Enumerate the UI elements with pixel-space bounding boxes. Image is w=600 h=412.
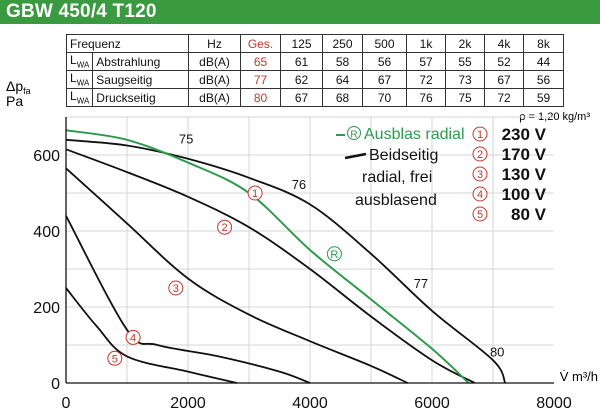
voltage-label: 170 V: [502, 145, 547, 164]
title-bar: GBW 450/4 T120: [0, 0, 600, 24]
curves: [65, 129, 507, 384]
row-value: 61: [280, 52, 323, 71]
curve-80-v: [65, 287, 238, 384]
row-name: Druckseitig: [92, 88, 189, 107]
curve-marker: [247, 185, 263, 201]
row-ges: 80: [240, 88, 281, 107]
curve-marker-label: 5: [112, 353, 118, 365]
row-value: 56: [523, 70, 564, 89]
curve-marker: [107, 350, 123, 366]
table-header-row: Frequenz Hz Ges. 125 250 500 1k 2k 4k 8k: [66, 34, 564, 53]
curve-marker: [217, 219, 233, 235]
x-tick-label: 6000: [414, 395, 450, 412]
y-tick-label: 600: [33, 148, 60, 165]
curve-marker: [326, 246, 342, 262]
isoline-label: 80: [490, 344, 504, 359]
voltage-marker: [472, 146, 488, 162]
row-value: 75: [445, 88, 485, 107]
x-tick-label: 8000: [536, 395, 572, 412]
row-value: 59: [523, 88, 564, 107]
curve-marker-label: 4: [130, 332, 136, 344]
legend-radial-symbol: [347, 126, 361, 140]
voltage-marker-label: 3: [477, 169, 483, 181]
curve-170-v: [65, 148, 476, 384]
legend: R Ausblas radial Beidseitig radial, frei…: [336, 126, 465, 209]
voltage-marker-label: 2: [477, 149, 483, 161]
row-value: 52: [484, 52, 524, 71]
legend-radial-symbol-text: R: [350, 130, 357, 141]
voltage-marker-label: 5: [477, 209, 483, 221]
x-tick-label: 2000: [170, 395, 206, 412]
curve-100-v: [65, 215, 311, 384]
curve-marker-label: 2: [222, 222, 228, 234]
row-name: Abstrahlung: [92, 52, 189, 71]
voltage-label: 80 V: [511, 205, 547, 224]
voltage-label: 130 V: [502, 165, 547, 184]
row-value: 72: [484, 88, 524, 107]
voltage-marker: [472, 166, 488, 182]
isoline-label: 77: [414, 276, 428, 291]
y-axis-unit: Pa: [6, 93, 23, 109]
curve-marker-label: 1: [252, 188, 258, 200]
voltage-label: 100 V: [502, 185, 547, 204]
voltage-legend: 1 230 V 2 170 V 3 130 V 4 100 V 5 80 V: [472, 125, 547, 224]
curve-marker: [168, 280, 184, 296]
x-tick-label: 4000: [292, 395, 328, 412]
voltage-marker-label: 4: [477, 189, 483, 201]
curve-130-v: [65, 167, 408, 384]
legend-radial-label: Ausblas radial: [364, 126, 465, 143]
voltage-marker: [472, 186, 488, 202]
voltage-marker: [472, 206, 488, 222]
curve-marker-label: R: [330, 249, 338, 261]
y-tick-label: 0: [51, 376, 60, 393]
row-value: 67: [280, 88, 323, 107]
curve-marker-label: 3: [173, 283, 179, 295]
axes: [65, 117, 554, 384]
voltage-label: 230 V: [502, 125, 547, 144]
axis-ticks: 0 2000 4000 6000 8000 0 200 400 600: [33, 148, 572, 412]
legend-both-label: Beidseitig: [369, 147, 438, 164]
legend-black-line: [344, 152, 367, 160]
page-title: GBW 450/4 T120: [6, 1, 157, 22]
row-value: 70: [362, 88, 407, 107]
voltage-marker: [472, 126, 488, 142]
row-symbol: LWA: [65, 88, 94, 107]
curve-marker: [125, 329, 141, 345]
voltage-marker-label: 1: [477, 129, 483, 141]
isoline-label: 75: [179, 132, 193, 147]
legend-both-label: radial, frei: [362, 169, 432, 186]
density-note: ρ = 1,20 kg/m³: [519, 111, 590, 123]
isoline-label: 76: [292, 177, 306, 192]
y-tick-label: 400: [33, 224, 60, 241]
table-row: LWA Druckseitig dB(A) 80 67 68 70 76 75 …: [65, 88, 564, 107]
row-symbol: LWA: [65, 70, 94, 89]
y-axis-label: Δpfa: [6, 78, 31, 96]
legend-both-label: ausblasend: [355, 192, 437, 209]
row-ges: 77: [240, 70, 281, 89]
col-header-band: 125: [280, 34, 323, 53]
x-axis-label: V̇ m³/h: [560, 369, 598, 384]
y-tick-label: 200: [33, 300, 60, 317]
curve-ausblas-radial: [65, 129, 470, 384]
sound-table: Frequenz Hz Ges. 125 250 500 1k 2k 4k 8k…: [65, 34, 564, 107]
row-value: 68: [322, 88, 363, 107]
x-tick-label: 0: [62, 395, 71, 412]
curve-230-v: [65, 138, 507, 384]
